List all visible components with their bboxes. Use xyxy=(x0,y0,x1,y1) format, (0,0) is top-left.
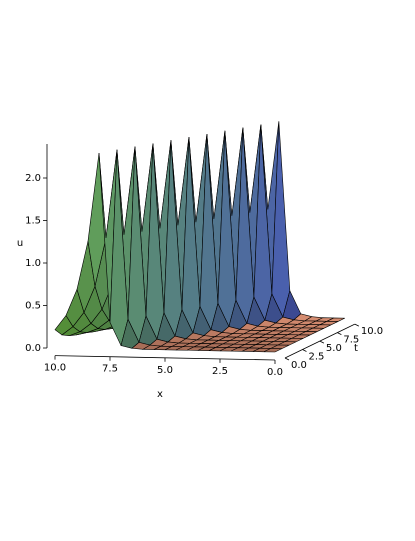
t-tick-label: 0.0 xyxy=(291,360,307,371)
x-tick-label: 2.5 xyxy=(212,366,228,377)
t-tick xyxy=(354,323,360,327)
z-tick-label: 1.0 xyxy=(25,258,41,269)
t-tick-label: 10.0 xyxy=(361,326,383,337)
t-tick xyxy=(337,332,342,335)
x-axis-label: x xyxy=(157,389,163,400)
t-tick xyxy=(319,340,325,344)
y-axis-label: t xyxy=(354,343,358,354)
t-tick-label: 7.5 xyxy=(343,335,359,346)
t-tick xyxy=(302,349,307,352)
t-tick-label: 2.5 xyxy=(308,352,324,363)
x-tick-label: 5.0 xyxy=(157,365,173,376)
surface-patch xyxy=(263,348,283,353)
z-axis-label: u xyxy=(17,238,23,249)
x-tick-label: 7.5 xyxy=(102,364,118,375)
z-tick-label: 1.5 xyxy=(25,216,41,227)
z-tick-label: 2.0 xyxy=(25,173,41,184)
t-tick xyxy=(284,357,290,361)
t-axis-line xyxy=(284,323,356,359)
t-tick-label: 5.0 xyxy=(326,343,342,354)
x-tick-label: 10.0 xyxy=(44,363,66,374)
x-tick-label: 0.0 xyxy=(267,367,283,378)
z-tick-label: 0.0 xyxy=(25,343,41,354)
z-tick-label: 0.5 xyxy=(25,301,41,312)
